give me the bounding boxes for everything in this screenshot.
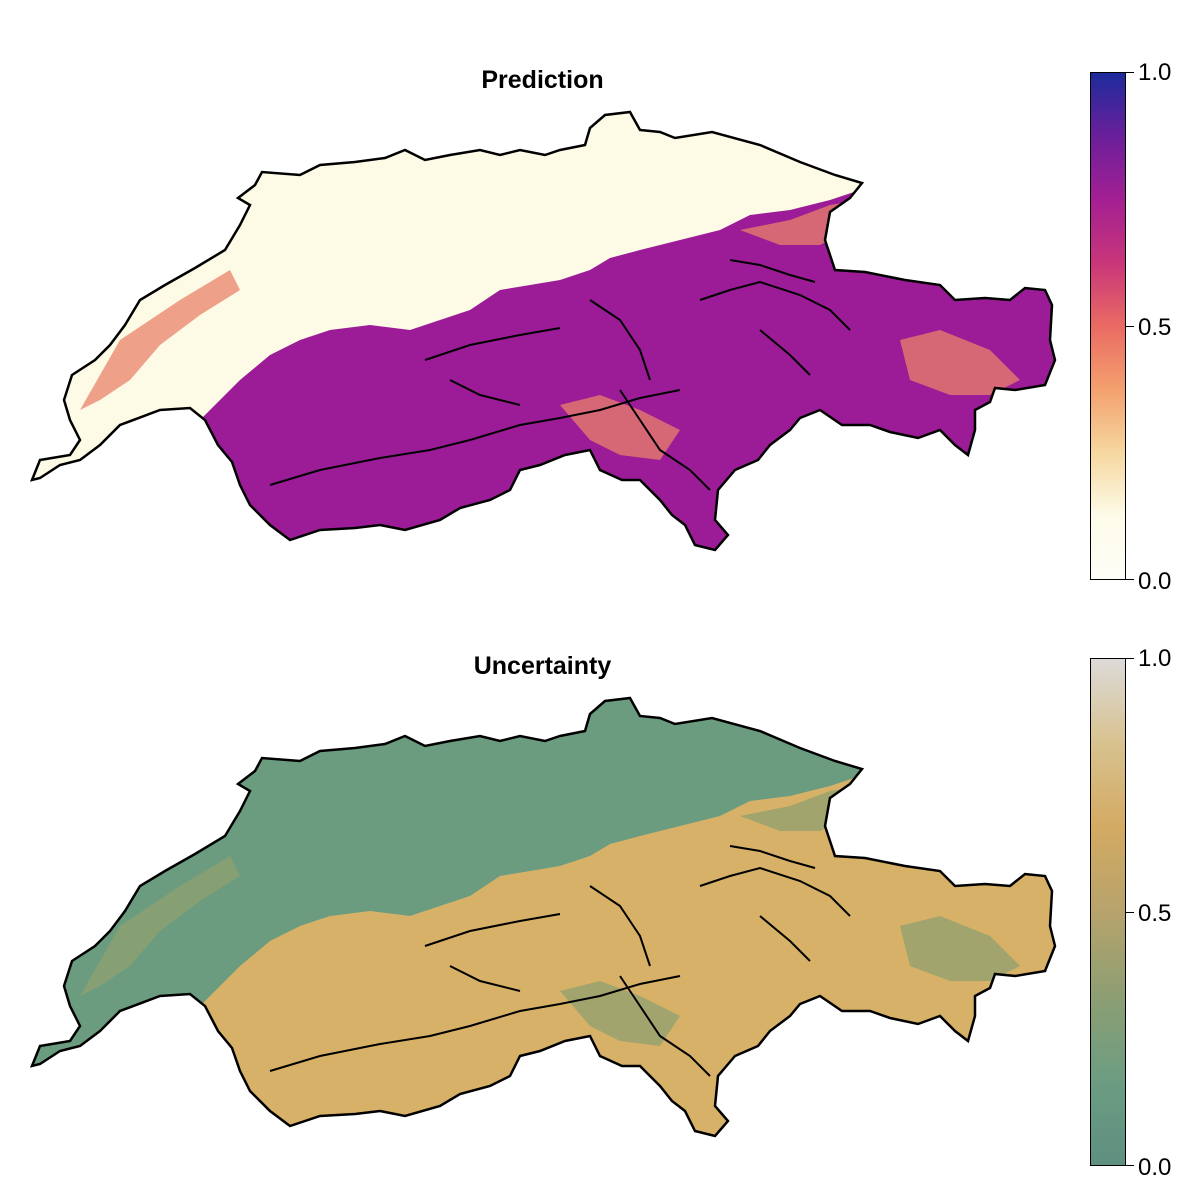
prediction-map (29, 110, 1057, 552)
colorbar (1090, 72, 1126, 580)
colorbar-tick (1126, 326, 1134, 327)
country-border (29, 696, 1057, 1138)
colorbar-tick-label: 1.0 (1138, 645, 1172, 672)
mid-value-patch (900, 916, 1020, 981)
uncertainty-map (29, 696, 1057, 1138)
colorbar-tick (1126, 72, 1134, 73)
mid-value-patch (80, 856, 240, 996)
prediction-panel: Prediction 1.0 0.5 0.0 (29, 59, 1172, 595)
country-border (29, 110, 1057, 552)
mid-value-patch (80, 270, 240, 410)
panel-title: Uncertainty (473, 652, 612, 680)
colorbar-tick-label: 1.0 (1138, 59, 1172, 86)
mid-value-patch (900, 330, 1020, 395)
colorbar-tick (1126, 579, 1134, 580)
colorbar-tick (1126, 912, 1134, 913)
colorbar-tick-label: 0.0 (1138, 1154, 1172, 1181)
colorbar-tick (1126, 658, 1134, 659)
colorbar (1090, 658, 1126, 1166)
colorbar-tick-label: 0.5 (1138, 900, 1172, 927)
contour-lines (269, 845, 851, 1077)
panel-title: Prediction (481, 66, 604, 94)
uncertainty-panel: Uncertainty 1.0 0.5 0.0 (0, 586, 1200, 1186)
contour-lines (269, 259, 851, 491)
colorbar-tick (1126, 1165, 1134, 1166)
colorbar-tick-label: 0.5 (1138, 314, 1172, 341)
colorbar-tick-label: 0.0 (1138, 568, 1172, 595)
